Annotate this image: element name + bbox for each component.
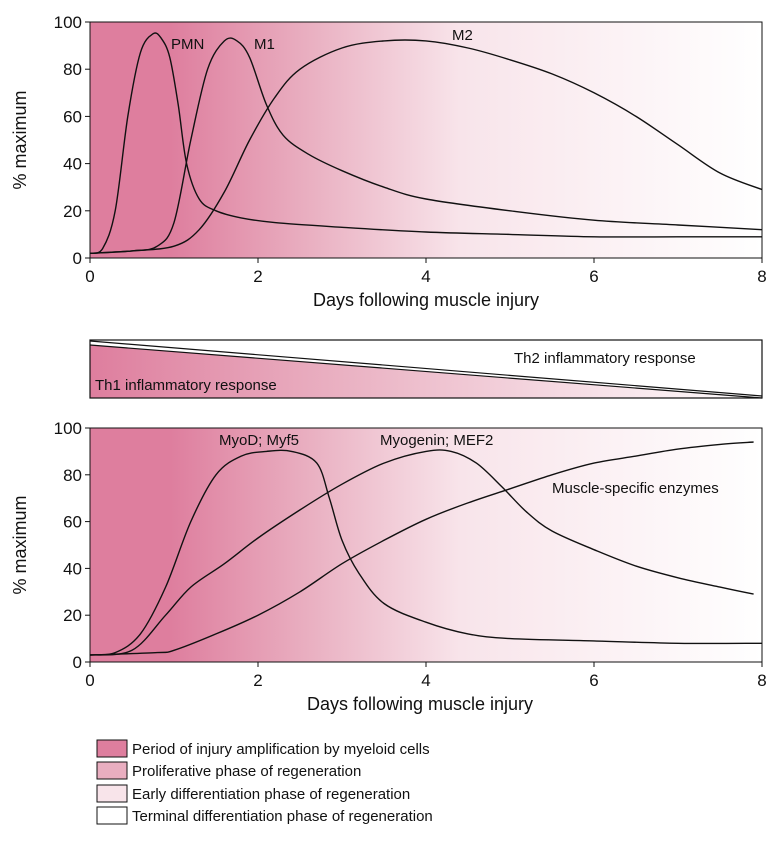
series-label-m2: M2 bbox=[452, 27, 473, 44]
chart-top-y-ticks: 0 20 40 60 80 100 bbox=[54, 13, 90, 268]
y-tick-label: 0 bbox=[73, 249, 82, 268]
chart-top-x-axis-title: Days following muscle injury bbox=[313, 290, 539, 310]
y-tick-label: 40 bbox=[63, 559, 82, 578]
series-label-pmn: PMN bbox=[171, 36, 204, 53]
chart-bottom-series bbox=[89, 441, 763, 656]
chart-bottom-plot-area bbox=[89, 427, 763, 663]
chart-top-y-axis-title: % maximum bbox=[10, 90, 30, 189]
chart-bottom: MyoD; Myf5 Myogenin; MEF2 Muscle-specifi… bbox=[10, 419, 766, 714]
chart-top-x-ticks: 0 2 4 6 8 bbox=[85, 258, 766, 286]
x-tick-label: 0 bbox=[85, 671, 94, 690]
y-tick-label: 40 bbox=[63, 155, 82, 174]
legend-label-proliferative: Proliferative phase of regeneration bbox=[132, 763, 361, 780]
response-bar-diagonal-upper bbox=[89, 340, 763, 397]
response-bar-frame bbox=[89, 339, 763, 399]
series-line-myod-myf5 bbox=[89, 449, 763, 656]
chart-bottom-y-ticks: 0 20 40 60 80 100 bbox=[54, 419, 90, 672]
series-line-m2 bbox=[89, 39, 763, 254]
y-tick-label: 20 bbox=[63, 606, 82, 625]
legend-label-early-differentiation: Early differentiation phase of regenerat… bbox=[132, 786, 410, 803]
y-tick-label: 80 bbox=[63, 60, 82, 79]
series-line-muscle-specific-enzymes bbox=[89, 441, 754, 656]
legend-label-terminal-differentiation: Terminal differentiation phase of regene… bbox=[132, 808, 433, 825]
x-tick-label: 4 bbox=[421, 671, 430, 690]
x-tick-label: 6 bbox=[589, 267, 598, 286]
legend-item-early-differentiation: Early differentiation phase of regenerat… bbox=[96, 784, 410, 803]
chart-top-series-labels: PMN M1 M2 bbox=[171, 27, 473, 53]
series-line-m1 bbox=[89, 37, 763, 254]
series-line-pmn bbox=[89, 32, 762, 255]
y-tick-label: 100 bbox=[54, 13, 82, 32]
legend-item-amplification: Period of injury amplification by myeloi… bbox=[96, 739, 430, 758]
legend-swatch-terminal-differentiation bbox=[96, 806, 128, 825]
chart-top-series bbox=[89, 32, 763, 255]
x-tick-label: 8 bbox=[757, 671, 766, 690]
legend-swatch-amplification bbox=[96, 739, 128, 758]
legend-swatch-early-differentiation bbox=[96, 784, 128, 803]
chart-bottom-x-ticks: 0 2 4 6 8 bbox=[85, 662, 766, 690]
legend-item-terminal-differentiation: Terminal differentiation phase of regene… bbox=[96, 806, 433, 825]
chart-bottom-y-axis-title: % maximum bbox=[10, 495, 30, 594]
th2-label: Th2 inflammatory response bbox=[514, 350, 696, 367]
y-tick-label: 0 bbox=[73, 653, 82, 672]
y-tick-label: 100 bbox=[54, 419, 82, 438]
legend: Period of injury amplification by myeloi… bbox=[96, 739, 433, 825]
x-tick-label: 4 bbox=[421, 267, 430, 286]
x-tick-label: 6 bbox=[589, 671, 598, 690]
series-line-myogenin-mef2 bbox=[89, 449, 754, 656]
x-tick-label: 0 bbox=[85, 267, 94, 286]
legend-swatch-proliferative bbox=[96, 761, 128, 780]
chart-bottom-series-labels: MyoD; Myf5 Myogenin; MEF2 Muscle-specifi… bbox=[219, 432, 719, 497]
x-tick-label: 2 bbox=[253, 671, 262, 690]
y-tick-label: 60 bbox=[63, 107, 82, 126]
legend-item-proliferative: Proliferative phase of regeneration bbox=[96, 761, 361, 780]
th1-label: Th1 inflammatory response bbox=[95, 377, 277, 394]
chart-top-plot-area bbox=[89, 21, 763, 259]
y-tick-label: 60 bbox=[63, 513, 82, 532]
y-tick-label: 80 bbox=[63, 466, 82, 485]
chart-top: PMN M1 M2 0 20 40 60 80 100 0 2 4 6 8 Days follow… bbox=[10, 13, 766, 310]
series-label-m1: M1 bbox=[254, 36, 275, 53]
x-tick-label: 2 bbox=[253, 267, 262, 286]
series-label-myod-myf5: MyoD; Myf5 bbox=[219, 432, 299, 449]
response-bar: Th2 inflammatory response Th1 inflammato… bbox=[89, 339, 763, 399]
response-bar-diagonal-lower bbox=[89, 344, 763, 399]
x-tick-label: 8 bbox=[757, 267, 766, 286]
series-label-muscle-enzymes: Muscle-specific enzymes bbox=[552, 480, 719, 497]
series-label-myogenin-mef2: Myogenin; MEF2 bbox=[380, 432, 493, 449]
legend-label-amplification: Period of injury amplification by myeloi… bbox=[132, 741, 430, 758]
y-tick-label: 20 bbox=[63, 202, 82, 221]
chart-bottom-x-axis-title: Days following muscle injury bbox=[307, 694, 533, 714]
